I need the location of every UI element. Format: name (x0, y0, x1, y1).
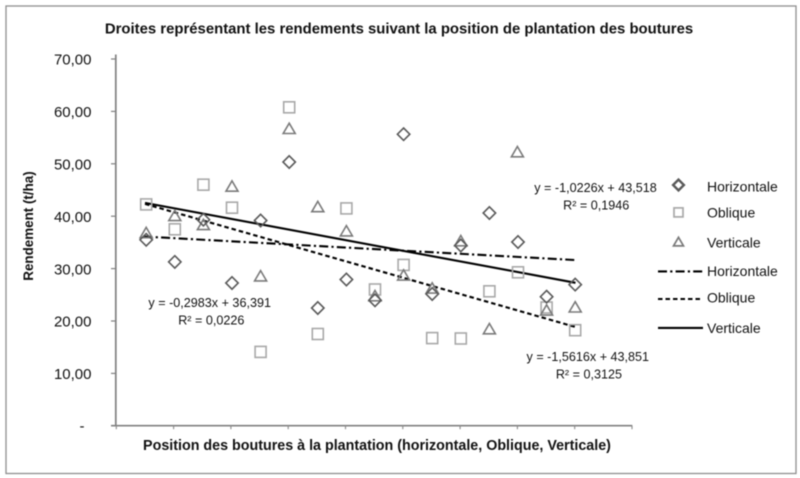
svg-text:Oblique: Oblique (707, 290, 755, 306)
svg-text:Oblique: Oblique (707, 205, 755, 221)
svg-text:R² = 0,0226: R² = 0,0226 (178, 314, 244, 328)
svg-text:y = -1,0226x + 43,518: y = -1,0226x + 43,518 (534, 181, 657, 195)
svg-text:Rendement (t/ha): Rendement (t/ha) (21, 171, 36, 280)
svg-text:60,00: 60,00 (54, 104, 92, 121)
svg-text:10,00: 10,00 (54, 366, 92, 383)
svg-text:R² = 0,1946: R² = 0,1946 (563, 199, 629, 213)
svg-text:Horizontale: Horizontale (707, 263, 778, 279)
svg-text:R² = 0,3125: R² = 0,3125 (556, 367, 622, 381)
svg-text:Horizontale: Horizontale (707, 179, 778, 195)
svg-text:70,00: 70,00 (54, 52, 92, 69)
svg-text:50,00: 50,00 (54, 157, 92, 174)
svg-text:Verticale: Verticale (707, 320, 761, 336)
svg-text:-: - (80, 418, 85, 435)
svg-text:40,00: 40,00 (54, 209, 92, 226)
svg-text:Verticale: Verticale (707, 235, 761, 251)
svg-text:30,00: 30,00 (54, 261, 92, 278)
svg-text:y = -0,2983x + 36,391: y = -0,2983x + 36,391 (148, 296, 271, 310)
svg-text:Droites représentant les rende: Droites représentant les rendements suiv… (105, 22, 693, 38)
svg-text:Position des boutures à la pla: Position des boutures à la plantation (h… (143, 438, 611, 454)
svg-text:20,00: 20,00 (54, 314, 92, 331)
svg-text:y = -1,5616x + 43,851: y = -1,5616x + 43,851 (527, 350, 650, 364)
